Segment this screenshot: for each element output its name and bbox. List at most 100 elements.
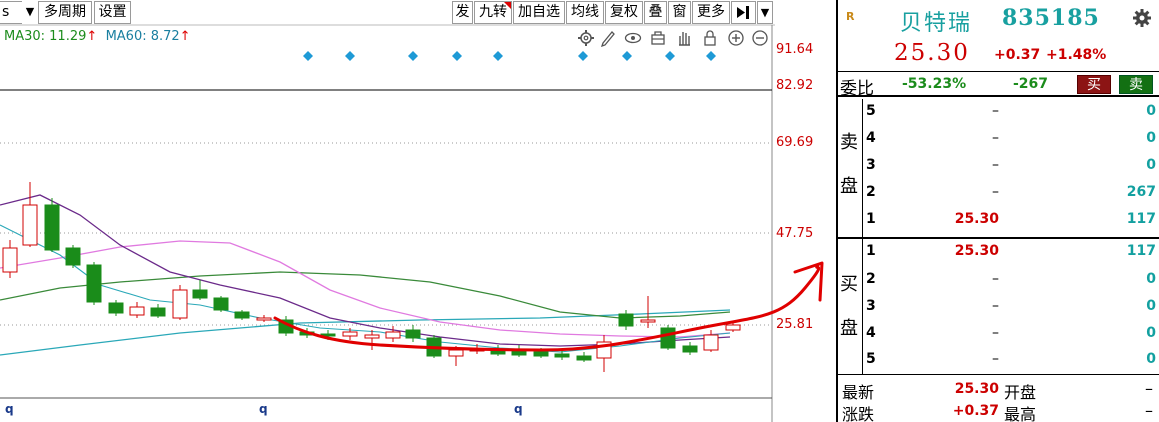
magnet-icon[interactable] — [649, 29, 667, 47]
ma60-value: MA60: 8.72 — [105, 29, 180, 44]
price-axis-label: 91.64 — [776, 42, 814, 57]
sell-button[interactable]: 卖 — [1119, 75, 1153, 94]
settings-button[interactable]: 设置 — [94, 1, 131, 24]
ma-line-short — [0, 224, 731, 353]
price-axis-label: 82.92 — [776, 78, 814, 93]
ma30-up-arrow: ↑ — [86, 29, 98, 44]
price-change: +0.37 — [994, 47, 1041, 63]
candle-body — [213, 297, 229, 311]
candle-body — [65, 247, 81, 266]
candle-body — [533, 351, 549, 357]
bid-row[interactable]: 1 25.30 117 — [866, 243, 1156, 259]
sell-side-label: 盘 — [840, 176, 858, 197]
candle-body — [364, 334, 380, 339]
quote-header: R 贝特瑞 835185 25.30 +0.37 +1.48% — [838, 0, 1159, 72]
settings-gear-icon[interactable] — [577, 29, 595, 47]
lock-icon[interactable] — [701, 29, 719, 47]
candle-body — [554, 353, 570, 358]
toolbar-btn-moving-average[interactable]: 均线 — [566, 1, 604, 24]
candle-body — [618, 313, 634, 327]
bid-row[interactable]: 3–0 — [866, 298, 1156, 314]
ask-row[interactable]: 4–0 — [866, 130, 1156, 146]
bid-row[interactable]: 4–0 — [866, 325, 1156, 341]
order-ratio-row: 委比 -53.23% -267 买 卖 — [838, 73, 1159, 99]
candle-body — [2, 247, 18, 273]
candle-body — [576, 355, 592, 361]
time-axis-label: q — [259, 402, 268, 416]
toolbar-btn-window[interactable]: 窗 — [668, 1, 691, 24]
order-ratio-pct: -53.23% — [902, 76, 967, 92]
signal-marker — [706, 51, 716, 61]
candle-body — [192, 289, 208, 299]
zoom-out-icon[interactable] — [751, 29, 769, 47]
sell-side-label: 卖 — [840, 132, 858, 153]
candle-body — [640, 319, 656, 323]
kline-chart-area[interactable]: s ▼ 多周期 设置 发 九转 加自选 均线 复权 叠 窗 更多 ▼ MA30:… — [0, 0, 836, 422]
signal-marker — [303, 51, 313, 61]
candle-body — [660, 327, 676, 349]
indicator-legend: MA30: 11.29↑ MA60: 8.72↑ — [4, 29, 191, 44]
last-price: 25.30 — [894, 40, 970, 66]
more-dropdown-icon[interactable]: ▼ — [757, 1, 773, 24]
zoom-in-icon[interactable] — [727, 29, 745, 47]
ask-row[interactable]: 3–0 — [866, 157, 1156, 173]
signal-marker — [622, 51, 632, 61]
stock-badge: R — [846, 10, 855, 23]
multi-period-button[interactable]: 多周期 — [38, 1, 92, 24]
candle-body — [150, 307, 166, 317]
dropdown-caret-icon[interactable]: ▼ — [22, 1, 38, 24]
stock-code: 835185 — [1002, 5, 1100, 31]
bid-row[interactable]: 2–0 — [866, 271, 1156, 287]
orderbook-divider — [838, 237, 1159, 239]
ask-row[interactable]: 5–0 — [866, 103, 1156, 119]
gear-icon[interactable] — [1132, 8, 1152, 28]
annotation-curve — [273, 263, 821, 352]
candle-body — [256, 317, 272, 321]
toolbar-btn-overlay[interactable]: 叠 — [644, 1, 667, 24]
price-axis-label: 25.81 — [776, 317, 814, 332]
ask-row[interactable]: 2–267 — [866, 184, 1156, 200]
price-change-pct: +1.48% — [1046, 47, 1107, 63]
candle-body — [448, 349, 464, 357]
candle-body — [108, 302, 124, 314]
hand-pan-icon[interactable] — [675, 29, 693, 47]
candle-body — [725, 324, 741, 331]
ma30-value: MA30: 11.29 — [4, 29, 87, 44]
toolbar-btn-add-watchlist[interactable]: 加自选 — [513, 1, 565, 24]
signal-marker — [452, 51, 462, 61]
ask-row[interactable]: 1 25.30 117 — [866, 211, 1156, 227]
candle-body — [129, 306, 145, 316]
signal-marker — [408, 51, 418, 61]
kline-chart[interactable] — [0, 0, 836, 422]
toolbar-btn-fa[interactable]: 发 — [452, 1, 473, 24]
toolbar-btn-jiuzhuan[interactable]: 九转 — [474, 1, 512, 24]
annotation-arrow — [793, 261, 824, 302]
signal-marker — [345, 51, 355, 61]
price-axis-label: 69.69 — [776, 135, 814, 150]
price-axis-label: 47.75 — [776, 226, 814, 241]
signal-marker — [578, 51, 588, 61]
collapse-panel-icon[interactable] — [731, 1, 756, 24]
candle-body — [405, 329, 421, 339]
toolbar-btn-more[interactable]: 更多 — [692, 1, 730, 24]
stat-row-change: 涨跌 +0.37 最高 – — [842, 401, 1153, 422]
order-ratio-label: 委比 — [840, 79, 874, 99]
ma-line-pink — [0, 240, 731, 338]
buy-button[interactable]: 买 — [1077, 75, 1111, 94]
draw-pen-icon[interactable] — [599, 29, 617, 47]
eye-icon[interactable] — [624, 29, 642, 47]
toolbar-btn-adjust[interactable]: 复权 — [605, 1, 643, 24]
signal-marker — [493, 51, 503, 61]
candle-body — [342, 331, 358, 337]
chart-toolbar: s ▼ 多周期 设置 发 九转 加自选 均线 复权 叠 窗 更多 ▼ — [0, 0, 836, 25]
bid-row[interactable]: 5–0 — [866, 351, 1156, 367]
orderbook-bottom-border — [838, 374, 1159, 375]
buy-side-label: 盘 — [840, 318, 858, 339]
order-ratio-diff: -267 — [1013, 76, 1049, 92]
corner-flag-icon — [504, 2, 511, 9]
ma60-up-arrow: ↑ — [179, 29, 191, 44]
orderbook-separator — [862, 239, 863, 374]
stock-name: 贝特瑞 — [900, 11, 973, 36]
orderbook-separator — [862, 99, 863, 237]
stat-row-latest: 最新 25.30 开盘 – — [842, 379, 1153, 402]
